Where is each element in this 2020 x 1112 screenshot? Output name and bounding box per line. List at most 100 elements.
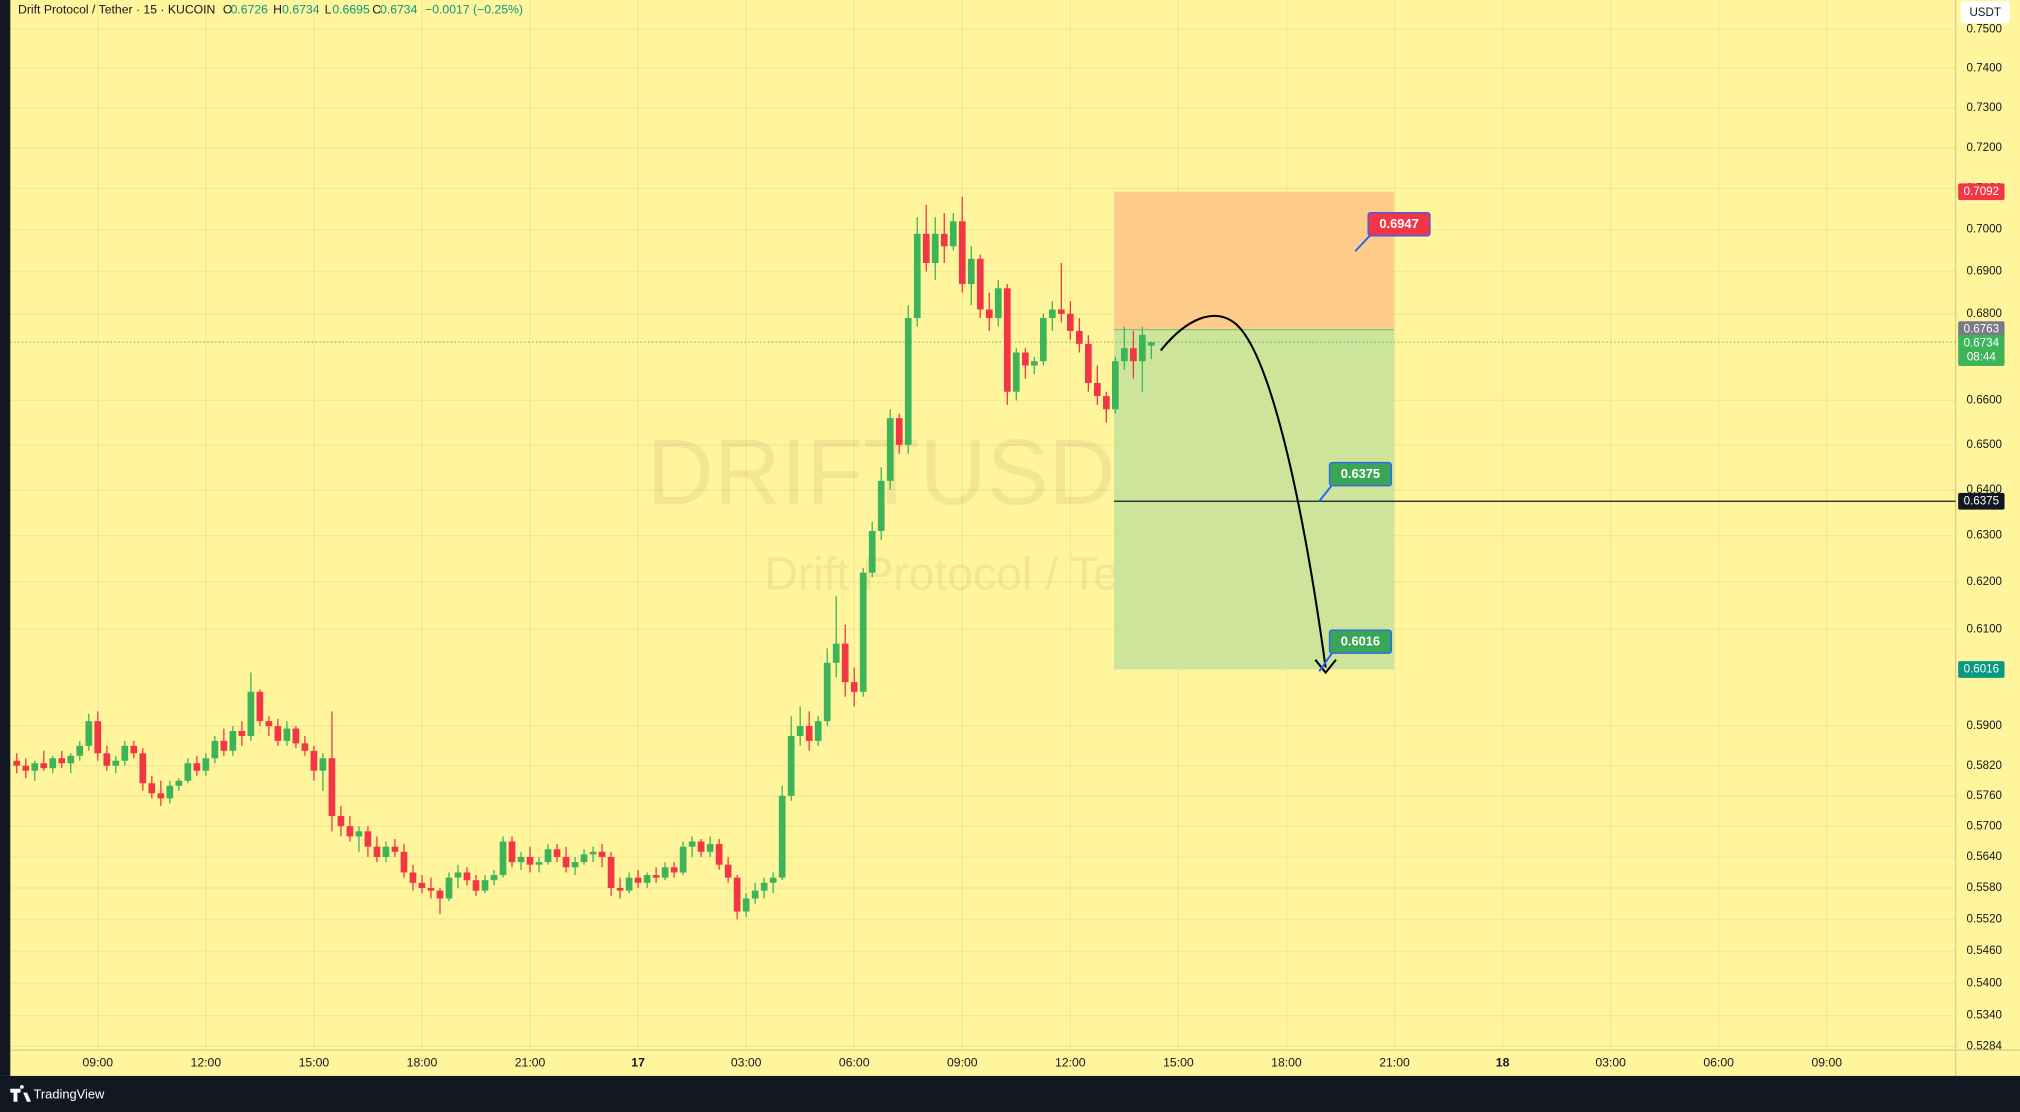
candle-body <box>742 898 750 912</box>
candle-body <box>670 867 678 873</box>
candle-body <box>526 856 534 865</box>
candle-body <box>373 846 381 857</box>
candle-body <box>922 233 930 264</box>
price-label-box <box>1958 492 2005 510</box>
symbol-header: Drift Protocol / Tether · 15 · KUCOIN <box>18 3 215 17</box>
candle-body <box>958 221 966 285</box>
candle-body <box>445 877 453 899</box>
y-tick-label: 0.5760 <box>1967 790 2002 802</box>
callout: 0.6016 <box>1341 634 1380 649</box>
candle-body <box>715 844 723 865</box>
candle-body <box>634 877 642 883</box>
candle-body <box>580 854 588 863</box>
candle-body <box>697 841 705 852</box>
y-tick-label: 0.6200 <box>1967 576 2002 588</box>
candle-body <box>904 318 912 445</box>
candle-body <box>319 758 327 771</box>
candle-body <box>256 691 264 722</box>
projection-curve <box>1159 314 1327 668</box>
candle-body <box>679 846 687 873</box>
y-tick-label: 0.7000 <box>1967 224 2002 236</box>
candle-body <box>814 721 822 741</box>
x-tick-label: 21:00 <box>1379 1055 1410 1069</box>
candle-body <box>265 721 273 727</box>
candle-body <box>508 841 516 863</box>
candle-body <box>202 758 210 771</box>
candle-body <box>418 882 426 889</box>
candle-body <box>796 726 804 736</box>
candle-body <box>103 753 111 766</box>
ohlc-value: 0.6734 <box>380 3 418 17</box>
price-label-box <box>1958 183 2005 201</box>
candle-body <box>130 745 138 754</box>
projection-arrowhead <box>1314 659 1337 675</box>
y-tick-label: 0.6300 <box>1967 530 2002 542</box>
candle-body <box>1030 361 1038 366</box>
candle-body <box>859 572 867 692</box>
candle-body <box>427 888 435 891</box>
y-tick-label: 0.7400 <box>1967 62 2002 74</box>
currency: USDT <box>1969 7 2001 19</box>
candle-body <box>652 875 660 878</box>
candle-body <box>1003 288 1011 392</box>
last-price-box <box>1958 335 2005 366</box>
ohlc-label: H <box>273 3 282 17</box>
y-tick-label: 0.5284 <box>1967 1040 2003 1052</box>
candle-body <box>688 841 696 847</box>
candle-body <box>220 740 228 751</box>
x-tick-label: 12:00 <box>1055 1055 1086 1069</box>
x-tick-label: 18:00 <box>1271 1055 1302 1069</box>
currency-box <box>1960 1 2010 24</box>
candle-body <box>337 816 345 827</box>
x-tick-label: 15:00 <box>1163 1055 1194 1069</box>
candle-body <box>535 862 543 865</box>
candle-body <box>1057 309 1065 314</box>
candle-body <box>598 851 606 857</box>
candle-body <box>499 841 507 876</box>
candle-body <box>1048 309 1056 319</box>
price-label: 0.6763 <box>1964 324 1999 336</box>
candle-body <box>76 745 84 756</box>
candle-body <box>472 880 480 891</box>
candle-body <box>967 258 975 285</box>
brand-logo <box>10 1084 31 1102</box>
x-tick-label: 06:00 <box>839 1055 870 1069</box>
x-tick-label: 21:00 <box>515 1055 546 1069</box>
candle-body <box>517 856 525 863</box>
candle-body <box>238 731 246 736</box>
candle-body <box>985 309 993 319</box>
candle-body <box>751 890 759 899</box>
candle-body <box>310 750 318 771</box>
candle-body <box>1148 342 1155 346</box>
candle-body <box>31 763 39 771</box>
candle-body <box>391 846 399 852</box>
change: −0.0017 (−0.25%) <box>425 3 523 17</box>
target-zone <box>1114 329 1394 670</box>
candle-body <box>886 418 894 481</box>
y-tick-label: 0.6900 <box>1967 265 2002 277</box>
candle-body <box>868 530 876 573</box>
y-tick-label: 0.7200 <box>1967 142 2002 154</box>
candle-body <box>949 221 957 247</box>
candle-body <box>832 643 840 663</box>
axis-labels: 0.75000.74000.73000.72000.71000.70000.69… <box>83 23 2005 1069</box>
candle-body <box>193 763 201 771</box>
price-label: 0.6016 <box>1964 664 1999 676</box>
x-tick-label: 18 <box>1496 1055 1510 1069</box>
y-tick-label: 0.6100 <box>1967 623 2002 635</box>
x-tick-label: 09:00 <box>1811 1055 1842 1069</box>
price-axis <box>1955 0 2020 1076</box>
candle-body <box>553 849 561 857</box>
y-tick-label: 0.5900 <box>1967 720 2002 732</box>
candle-body <box>724 864 732 878</box>
y-tick-label: 0.5640 <box>1967 851 2002 863</box>
candle-body <box>409 872 417 883</box>
stop-zone <box>1114 191 1394 330</box>
candle-body <box>625 877 633 891</box>
candle-body <box>292 728 300 744</box>
candle-body <box>1093 382 1101 397</box>
candle-body <box>544 849 552 863</box>
candle-body <box>895 418 903 445</box>
candle-body <box>94 721 102 754</box>
